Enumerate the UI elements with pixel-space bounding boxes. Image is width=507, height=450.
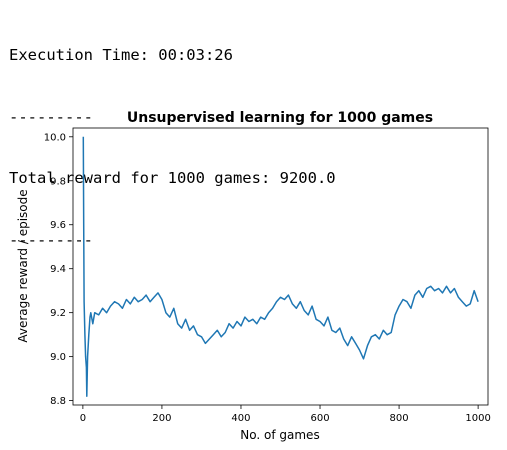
line-chart: Unsupervised learning for 1000 games 8.8… [16, 110, 491, 442]
y-tick-label: 9.8 [50, 176, 66, 187]
y-tick-label: 9.6 [50, 220, 66, 231]
execution-time-line: Execution Time: 00:03:26 [9, 46, 233, 64]
separator-line: --------- [9, 230, 93, 249]
y-tick-label: 10.0 [44, 132, 66, 143]
x-tick-label: 1000 [465, 413, 490, 424]
y-axis: 8.8 9.0 9.2 9.4 9.6 9.8 10.0 [44, 132, 73, 407]
y-tick-label: 9.4 [50, 264, 66, 275]
total-reward-line: Total reward for 1000 games: 9200.0 [9, 169, 336, 187]
series-layer [82, 136, 479, 397]
y-tick-label: 9.2 [50, 308, 66, 319]
separator-line: --------- [9, 107, 93, 126]
x-tick-label: 800 [390, 413, 409, 424]
y-tick-label: 8.8 [50, 396, 66, 407]
x-axis: 0 200 400 600 800 1000 [80, 405, 491, 424]
y-tick-label: 9.0 [50, 352, 66, 363]
x-tick-label: 600 [310, 413, 329, 424]
y-axis-label: Average reward / episode [16, 189, 30, 342]
series-line [82, 136, 479, 397]
x-tick-label: 200 [152, 413, 171, 424]
plot-area [72, 127, 489, 406]
x-tick-label: 0 [80, 413, 86, 424]
x-tick-label: 400 [231, 413, 250, 424]
x-axis-label: No. of games [240, 428, 319, 442]
chart-title: Unsupervised learning for 1000 games [127, 110, 433, 126]
console-output: Execution Time: 00:03:26 --------- Total… [9, 4, 336, 271]
